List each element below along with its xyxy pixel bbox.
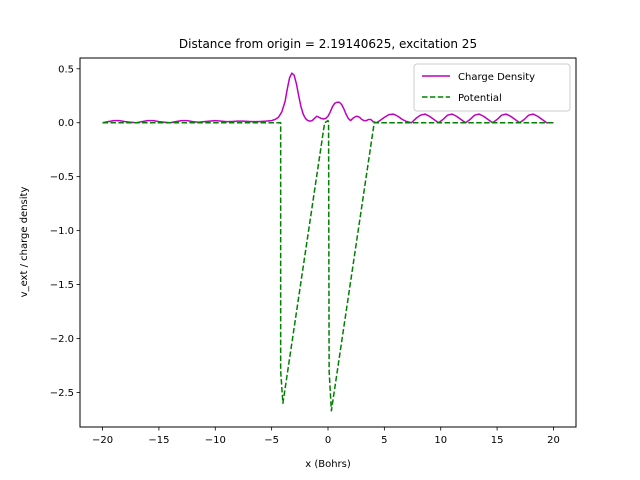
series-line-charge-density: [102, 72, 554, 124]
plot-frame: [79, 57, 577, 428]
y-tick-label: 0.0: [58, 118, 74, 129]
y-tick-label: −0.5: [50, 172, 74, 183]
x-tick-label: −5: [264, 435, 279, 446]
x-tick-label: −15: [148, 435, 169, 446]
y-tick-label: −2.0: [50, 334, 74, 345]
x-tick-label: 0: [325, 435, 331, 446]
plot-lines: [102, 72, 554, 412]
y-axis-label: v_ext / charge density: [19, 187, 30, 298]
y-tick-label: −2.5: [50, 388, 74, 399]
legend-box: [413, 63, 571, 112]
x-tick-label: −10: [205, 435, 226, 446]
x-tick-label: 10: [434, 435, 447, 446]
y-tick-label: 0.5: [58, 64, 74, 75]
x-axis-label: x (Bohrs): [305, 459, 351, 470]
y-tick-label: −1.5: [50, 280, 74, 291]
legend-label: Potential: [458, 93, 502, 104]
y-tick-label: −1.0: [50, 226, 74, 237]
y-axis: 0.5 0.0 −0.5 −1.0 −1.5 −2.0 −2.5: [50, 64, 80, 399]
x-tick-label: 15: [491, 435, 504, 446]
series-line-potential: [102, 119, 554, 412]
chart-title: Distance from origin = 2.19140625, excit…: [179, 37, 477, 51]
x-tick-label: −20: [92, 435, 113, 446]
legend: Charge Density Potential: [413, 63, 571, 112]
legend-label: Charge Density: [458, 72, 535, 83]
x-axis: −20 −15 −10 −5 0 5 10 15 20: [92, 427, 560, 446]
x-tick-label: 5: [381, 435, 387, 446]
x-tick-label: 20: [547, 435, 560, 446]
